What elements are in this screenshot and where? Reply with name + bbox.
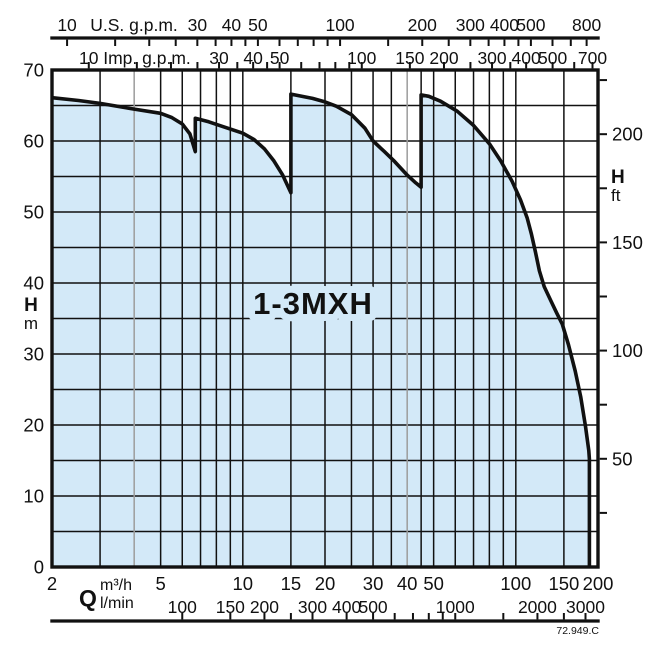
m3h-label: 5 (155, 573, 165, 594)
m3h-label: 100 (500, 573, 531, 594)
m3h-label: 2 (47, 573, 57, 594)
us-gpm-label: 50 (248, 15, 268, 35)
m3h-label: 20 (315, 573, 336, 594)
imp-gpm-label: 200 (429, 48, 458, 68)
y-right-tick-label: 50 (612, 448, 633, 469)
us-gpm-label: 100 (325, 15, 354, 35)
imp-gpm-label: 500 (538, 48, 567, 68)
us-gpm-label: 30 (188, 15, 208, 35)
m3h-label: 30 (363, 573, 384, 594)
imp-gpm-label: 300 (477, 48, 506, 68)
imp-gpm-label: 30 (209, 48, 229, 68)
m3h-label: 15 (281, 573, 302, 594)
imp-gpm-label: 700 (578, 48, 607, 68)
us-gpm-label: 40 (222, 15, 242, 35)
y-left-unit-letter: H (24, 295, 38, 316)
y-left-tick-label: 0 (34, 557, 44, 578)
us-gpm-label: 200 (408, 15, 437, 35)
lmin-label: 150 (216, 597, 245, 617)
y-left-tick-label: 40 (23, 273, 44, 294)
y-left-tick-label: 10 (23, 486, 44, 507)
y-right-tick-label: 100 (612, 340, 643, 361)
doc-code-label: 72.949.C (556, 625, 599, 637)
lmin-label: 400 (332, 597, 361, 617)
lmin-label: 100 (168, 597, 197, 617)
y-left-tick-label: 20 (23, 415, 44, 436)
us-gpm-label: 800 (572, 15, 601, 35)
m3h-label: 40 (397, 573, 418, 594)
lmin-label: 2000 (518, 597, 557, 617)
y-left-tick-label: 30 (23, 344, 44, 365)
m3h-label: 150 (548, 573, 579, 594)
y-right-tick-label: 200 (612, 124, 643, 145)
y-left-tick-label: 50 (23, 202, 44, 223)
lmin-label: 300 (298, 597, 327, 617)
model-range-label: 1-3MXH (253, 286, 373, 321)
lmin-label: 1000 (436, 597, 475, 617)
imp-gpm-label: 400 (512, 48, 541, 68)
lmin-label: 500 (358, 597, 387, 617)
lmin-unit: l/min (100, 595, 134, 612)
imp-gpm-label: 50 (270, 48, 290, 68)
plot-border (50, 68, 600, 569)
q-unit-letter: Q (79, 585, 97, 611)
y-right-unit: ft (611, 186, 621, 205)
imp-gpm-axis-title: Imp. g.p.m. (103, 48, 191, 68)
us-gpm-label: 500 (516, 15, 545, 35)
imp-gpm-label: 10 (79, 48, 99, 68)
imp-gpm-label: 100 (347, 48, 376, 68)
m3h-label: 10 (233, 573, 254, 594)
y-left-tick-label: 60 (23, 131, 44, 152)
m3h-unit: m³/h (100, 577, 132, 594)
y-right-tick-label: 150 (612, 232, 643, 253)
m3h-label: 50 (423, 573, 444, 594)
imp-gpm-label: 40 (243, 48, 263, 68)
y-right-unit-letter: H (611, 167, 625, 188)
us-gpm-label: 300 (456, 15, 485, 35)
us-gpm-axis-title: U.S. g.p.m. (90, 15, 178, 35)
m3h-label: 200 (583, 573, 614, 594)
lmin-label: 3000 (566, 597, 605, 617)
y-left-unit: m (24, 314, 38, 333)
us-gpm-label: 10 (57, 15, 77, 35)
imp-gpm-label: 150 (395, 48, 424, 68)
lmin-label: 200 (250, 597, 279, 617)
envelope-curve (51, 92, 592, 567)
us-gpm-label: 400 (490, 15, 519, 35)
y-left-tick-label: 70 (23, 60, 44, 81)
